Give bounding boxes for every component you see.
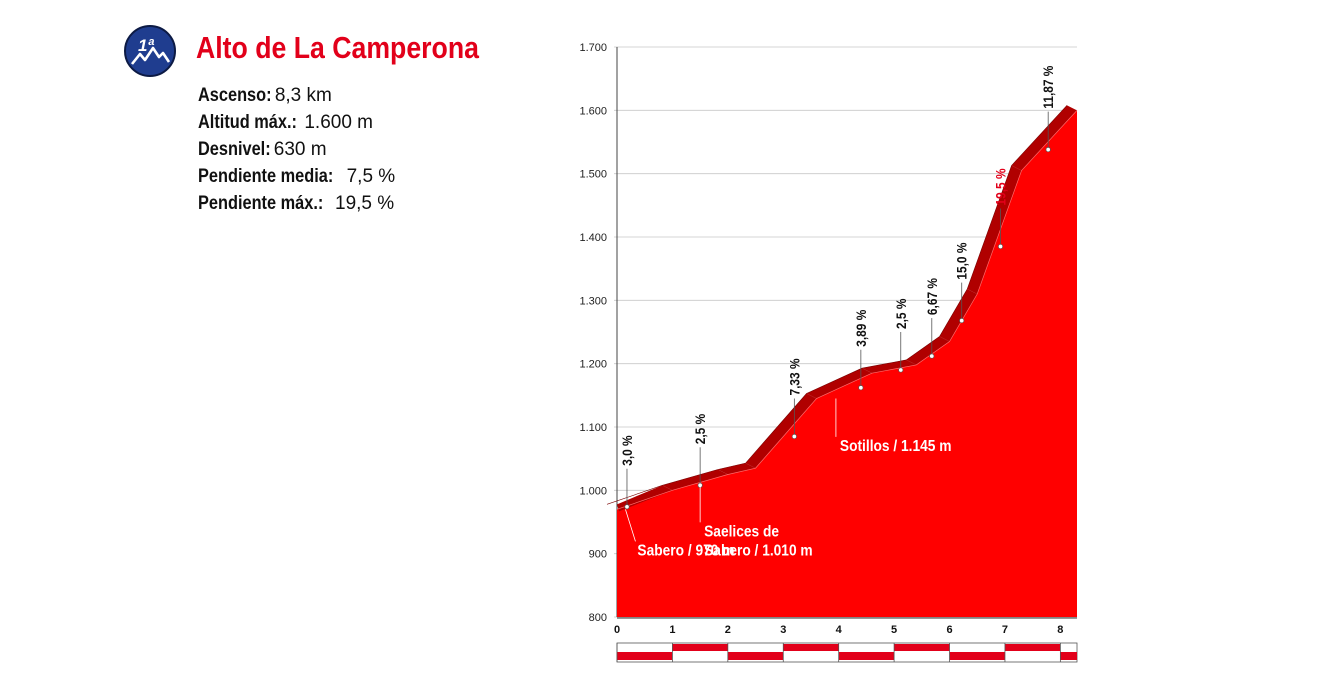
stats-panel: Ascenso: 8,3 km Altitud máx.: 1.600 m De… [198, 82, 395, 217]
profile-ridge-segment [662, 469, 728, 491]
stat-key: Desnivel: [198, 139, 271, 160]
x-tick-label: 1 [669, 624, 675, 636]
stat-max-altitude: Altitud máx.: 1.600 m [198, 109, 395, 136]
gradient-label: 6,67 % [924, 278, 940, 315]
stat-ascent: Ascenso: 8,3 km [198, 82, 395, 109]
stat-elevation-gain: Desnivel: 630 m [198, 136, 395, 163]
y-tick-label: 1.400 [579, 232, 607, 244]
gradient-label: 3,0 % [619, 435, 635, 466]
x-tick-label: 8 [1057, 624, 1063, 636]
stat-value: 630 m [273, 139, 327, 160]
gradient-label: 2,5 % [893, 298, 909, 329]
stat-value: 7,5 % [346, 166, 396, 187]
km-strip-segment [783, 644, 839, 651]
stat-key: Pendiente máx.: [198, 193, 324, 214]
stat-key: Altitud máx.: [198, 112, 297, 133]
gradient-marker [791, 433, 797, 440]
profile-ridge-segment [717, 463, 756, 475]
stat-max-gradient: Pendiente máx.: 19,5 % [198, 190, 395, 217]
x-tick-label: 2 [725, 624, 731, 636]
gradient-marker [624, 504, 630, 510]
gradient-label: 11,87 % [1040, 65, 1056, 108]
gradient-marker [858, 385, 864, 391]
y-tick-label: 1.600 [579, 105, 607, 117]
profile-ridge-segment [939, 289, 978, 342]
km-strip-segment [617, 652, 673, 660]
mountain-peaks-icon [130, 46, 171, 65]
km-strip-segment [672, 644, 728, 651]
place-leader-line [625, 509, 636, 542]
gradient-marker [929, 353, 935, 359]
gradient-marker [997, 243, 1004, 250]
profile-ridge-segment [745, 393, 817, 469]
stat-key: Ascenso: [198, 85, 272, 106]
y-tick-label: 1.200 [579, 359, 607, 371]
profile-ridge-segment [806, 368, 872, 399]
x-tick-label: 0 [614, 624, 620, 636]
km-strip-segment [838, 652, 895, 660]
km-strip-segment [894, 644, 950, 651]
y-tick-label: 1.000 [579, 485, 607, 497]
x-tick-label: 7 [1002, 624, 1008, 636]
gradient-label: 3,89 % [853, 309, 869, 346]
place-label: Sabero / 970 m [637, 541, 734, 559]
gradient-marker [1045, 147, 1051, 153]
profile-area [617, 110, 1077, 617]
page-title: Alto de La Camperona [196, 30, 479, 65]
profile-ridge-segment [861, 359, 917, 374]
km-strip-segment [1004, 644, 1061, 651]
y-tick-label: 1.700 [579, 42, 607, 54]
profile-ridge-segment [967, 165, 1022, 294]
gradient-marker [898, 367, 904, 373]
x-tick-label: 5 [891, 624, 897, 636]
gradient-label: 2,5 % [692, 413, 708, 444]
km-strip-segment [949, 652, 1005, 660]
stat-key: Pendiente media: [198, 166, 334, 187]
km-strip-segment [1060, 652, 1077, 660]
stat-value: 8,3 km [274, 85, 332, 106]
y-tick-label: 1.300 [579, 295, 607, 307]
y-tick-label: 800 [589, 612, 607, 624]
profile-ridge-segment [1011, 105, 1077, 171]
y-tick-label: 900 [589, 549, 607, 561]
x-tick-label: 3 [780, 624, 786, 636]
gradient-label: 15,0 % [954, 242, 970, 279]
y-tick-label: 1.100 [579, 422, 607, 434]
x-tick-label: 6 [946, 624, 952, 636]
km-strip-segment [727, 652, 784, 660]
profile-edge-line [616, 110, 1078, 510]
place-label: Sabero / 1.010 m [704, 541, 812, 559]
stat-value: 19,5 % [335, 193, 395, 214]
gradient-label: 19,5 % [993, 168, 1009, 205]
x-tick-label: 4 [836, 624, 843, 636]
place-label: Sotillos / 1.145 m [840, 437, 952, 455]
profile-ridge-line [606, 105, 1068, 505]
stat-avg-gradient: Pendiente media: 7,5 % [198, 163, 395, 190]
y-tick-label: 1.500 [579, 169, 607, 181]
gradient-label: 7,33 % [786, 358, 802, 395]
gradient-marker [959, 318, 965, 324]
profile-ridge-segment [906, 336, 950, 365]
stat-value: 1.600 m [304, 112, 373, 133]
place-label: Saelices de [704, 522, 779, 540]
mountain-category-icon: 1ª [124, 25, 176, 77]
